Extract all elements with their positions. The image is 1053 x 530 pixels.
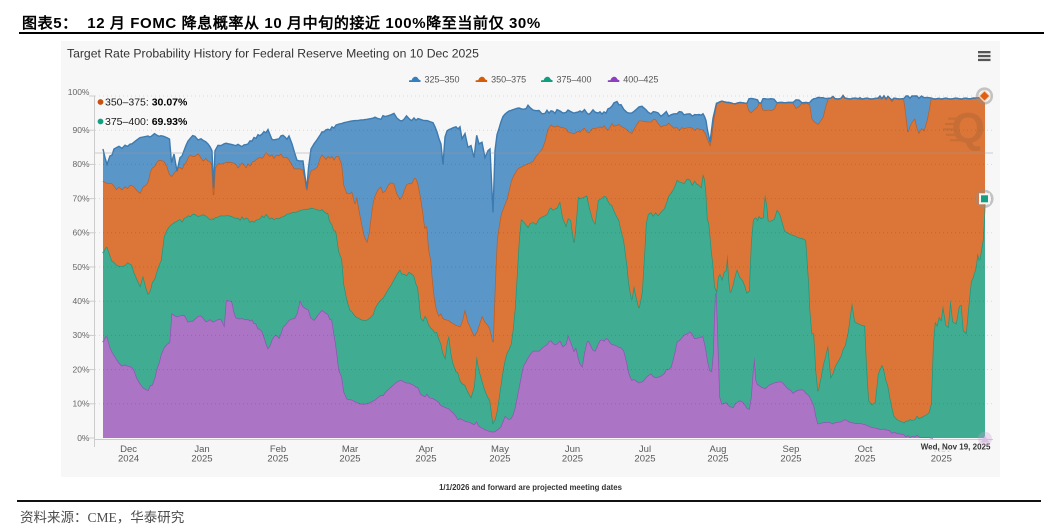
svg-text:Q: Q	[952, 105, 985, 153]
svg-text:2024: 2024	[118, 454, 139, 465]
svg-text:Dec: Dec	[120, 444, 137, 455]
svg-text:0%: 0%	[77, 433, 90, 443]
svg-text:Jan: Jan	[194, 444, 209, 455]
svg-text:2025: 2025	[489, 454, 510, 465]
svg-text:325–350: 325–350	[425, 75, 460, 85]
svg-text:Sep: Sep	[783, 444, 800, 455]
svg-text:80%: 80%	[72, 159, 89, 169]
svg-text:Jul: Jul	[639, 444, 651, 455]
svg-text:Feb: Feb	[270, 444, 286, 455]
svg-text:350–375: 30.07%: 350–375: 30.07%	[105, 97, 188, 109]
svg-text:2025: 2025	[191, 454, 212, 465]
svg-text:May: May	[491, 444, 509, 455]
svg-text:Aug: Aug	[710, 444, 727, 455]
svg-text:40%: 40%	[72, 296, 89, 306]
svg-text:90%: 90%	[72, 125, 89, 135]
svg-text:Target Rate Probability Histor: Target Rate Probability History for Fede…	[67, 47, 479, 61]
svg-text:Mar: Mar	[342, 444, 358, 455]
svg-text:375–400: 375–400	[557, 75, 592, 85]
svg-text:375–400: 69.93%: 375–400: 69.93%	[105, 116, 188, 128]
svg-text:Oct: Oct	[858, 444, 873, 455]
svg-text:350–375: 350–375	[491, 75, 526, 85]
svg-text:70%: 70%	[72, 193, 89, 203]
svg-text:100%: 100%	[68, 87, 90, 97]
svg-text:Jun: Jun	[565, 444, 580, 455]
svg-text:30%: 30%	[72, 330, 89, 340]
svg-text:2025: 2025	[707, 454, 728, 465]
svg-text:2025: 2025	[854, 454, 875, 465]
svg-text:2025: 2025	[415, 454, 436, 465]
svg-text:50%: 50%	[72, 262, 89, 272]
svg-text:Apr: Apr	[419, 444, 434, 455]
svg-text:2025: 2025	[562, 454, 583, 465]
svg-text:10%: 10%	[72, 399, 89, 409]
svg-text:2025: 2025	[267, 454, 288, 465]
svg-text:2025: 2025	[339, 454, 360, 465]
svg-text:20%: 20%	[72, 364, 89, 374]
svg-text:2025: 2025	[780, 454, 801, 465]
svg-text:400–425: 400–425	[623, 75, 658, 85]
svg-text:Wed, Nov 19, 2025: Wed, Nov 19, 2025	[921, 443, 991, 452]
svg-text:60%: 60%	[72, 228, 89, 238]
svg-text:2025: 2025	[634, 454, 655, 465]
svg-text:2025: 2025	[931, 454, 952, 465]
